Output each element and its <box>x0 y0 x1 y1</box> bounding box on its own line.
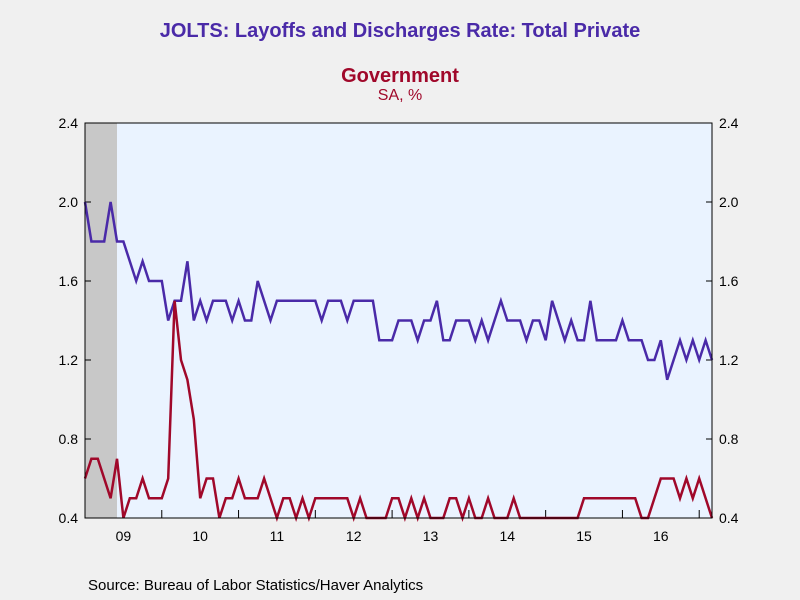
x-tick-label-7: 16 <box>653 528 669 544</box>
x-tick-label-2: 11 <box>270 528 285 544</box>
recession-band <box>85 123 117 518</box>
x-axis: 09 10 11 12 13 14 15 16 <box>116 510 700 544</box>
y-tick-label-left-1: 0.8 <box>59 431 79 447</box>
plot-border <box>84 122 713 519</box>
chart-title-line2: Government <box>341 65 459 87</box>
x-tick-label-6: 15 <box>576 528 592 544</box>
y-tick-label-right-1: 0.8 <box>719 431 739 447</box>
y-tick-label-right-2: 1.2 <box>719 352 739 368</box>
x-tick-label-4: 13 <box>423 528 439 544</box>
x-tick-label-0: 09 <box>116 528 132 544</box>
series-line-total-private <box>83 201 714 381</box>
y-tick-label-left-4: 2.0 <box>59 194 79 210</box>
y-tick-label-right-5: 2.4 <box>719 115 739 131</box>
y-tick-label-left-3: 1.6 <box>59 273 79 289</box>
y-tick-label-right-4: 2.0 <box>719 194 739 210</box>
x-tick-label-5: 14 <box>499 528 515 544</box>
chart-subtitle: SA, % <box>377 87 423 104</box>
x-tick-label-1: 10 <box>192 528 208 544</box>
y-tick-label-right-3: 1.6 <box>719 273 739 289</box>
y-tick-label-right-0: 0.4 <box>719 510 739 526</box>
y-tick-label-left-5: 2.4 <box>59 115 79 131</box>
chart-title: JOLTS: Layoffs and Discharges Rate: Tota… <box>159 20 641 42</box>
source-note: Source: Bureau of Labor Statistics/Haver… <box>88 577 424 594</box>
y-tick-label-left-0: 0.4 <box>59 510 79 526</box>
y-axis-left: 0.4 0.8 1.2 1.6 2.0 2.4 <box>59 115 91 526</box>
series-line-government <box>83 300 714 523</box>
x-tick-label-3: 12 <box>346 528 362 544</box>
y-tick-label-left-2: 1.2 <box>59 352 79 368</box>
